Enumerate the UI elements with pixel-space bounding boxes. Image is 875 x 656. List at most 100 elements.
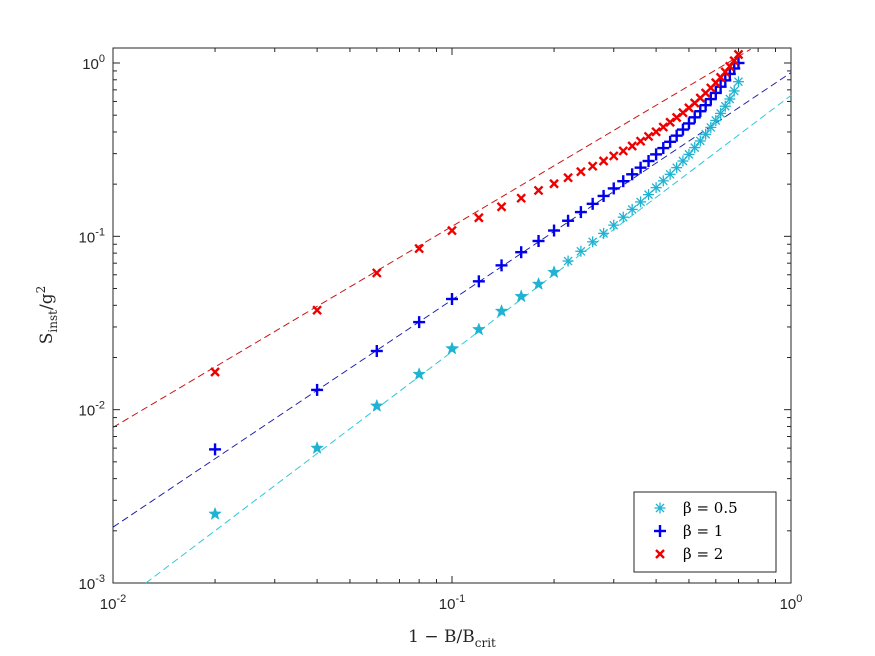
data-point-series-0: [710, 114, 722, 126]
x-tick-label-exp: -1: [455, 593, 465, 605]
legend-marker-0: [654, 502, 666, 514]
data-point-series-0: [700, 128, 712, 140]
data-point-series-0: [689, 142, 701, 154]
y-tick-label-exp: -1: [95, 226, 105, 238]
data-point-series-1: [664, 135, 677, 148]
data-point-series-2: [651, 126, 661, 137]
data-point-series-1: [446, 292, 458, 305]
data-point-series-2: [635, 136, 646, 147]
data-point-series-0: [732, 76, 744, 88]
data-point-series-2: [598, 156, 609, 166]
data-point-series-2: [549, 178, 559, 189]
data-point-series-1: [709, 86, 722, 99]
markers: [208, 49, 745, 520]
x-tick-label-exp: -2: [116, 593, 126, 605]
x-tick-label: 10-1: [439, 593, 465, 613]
data-point-series-2: [658, 122, 669, 132]
y-tick-label: 10-2: [79, 400, 105, 420]
data-point-series-2: [618, 146, 629, 156]
data-point-series-2: [533, 185, 544, 196]
data-point-series-1: [515, 246, 528, 259]
data-point-series-1: [617, 175, 630, 188]
data-point-series-1: [626, 168, 639, 181]
x-tick-label-base: 10: [439, 596, 456, 613]
data-point-series-0: [635, 196, 647, 208]
data-point-series-0: [587, 236, 599, 248]
legend: β = 0.5 β = 1 β = 2: [633, 491, 777, 573]
data-point-series-1: [642, 155, 655, 168]
data-point-series-0: [494, 303, 509, 318]
data-point-series-1: [714, 80, 727, 93]
fit-line-series-0: [145, 95, 792, 584]
data-point-series-0: [445, 341, 459, 355]
data-point-series-2: [733, 49, 744, 60]
fit-line-series-2: [112, 48, 751, 428]
x-axis-label-main: 1 − B/B: [408, 627, 475, 647]
data-point-series-1: [634, 161, 647, 174]
legend-marker-2: [655, 549, 665, 559]
data-point-series-1: [574, 206, 587, 219]
data-point-series-2: [729, 55, 740, 66]
data-point-series-1: [311, 383, 324, 396]
x-tick-label-exp: 0: [796, 593, 802, 605]
data-point-series-0: [683, 148, 695, 160]
data-point-series-0: [531, 276, 546, 290]
y-tick-label-base: 10: [79, 229, 96, 246]
y-tick-label-exp: -2: [95, 400, 105, 412]
x-tick-label: 100: [780, 593, 803, 613]
legend-marker-1: [654, 525, 666, 537]
data-point-series-2: [516, 193, 527, 204]
data-point-series-0: [728, 85, 740, 97]
data-point-series-1: [676, 123, 689, 136]
data-point-series-0: [719, 100, 731, 112]
data-point-series-0: [643, 189, 655, 201]
data-point-series-2: [414, 243, 424, 254]
data-point-series-0: [626, 203, 638, 215]
data-point-series-1: [694, 105, 707, 118]
data-point-series-0: [677, 155, 689, 167]
y-tick-label-exp: 0: [99, 53, 105, 65]
y-tick-label: 10-1: [79, 226, 105, 246]
legend-label-2: β = 2: [683, 545, 723, 563]
data-point-series-1: [607, 182, 620, 195]
data-point-series-0: [369, 398, 384, 412]
y-axis-label-sup: 2: [34, 286, 48, 294]
data-point-series-0: [412, 367, 427, 381]
data-point-series-2: [473, 212, 484, 223]
data-point-series-0: [547, 265, 561, 279]
data-point-series-0: [310, 440, 324, 454]
data-point-series-1: [732, 57, 745, 69]
data-point-series-2: [665, 117, 675, 128]
data-point-series-2: [576, 166, 586, 177]
data-point-series-0: [617, 211, 629, 223]
data-point-series-0: [650, 182, 662, 194]
data-point-series-0: [608, 219, 620, 231]
data-point-series-1: [413, 316, 426, 329]
data-point-series-1: [586, 197, 599, 210]
data-point-series-2: [371, 268, 382, 278]
data-point-series-1: [532, 234, 545, 247]
data-point-series-1: [209, 443, 222, 456]
y-axis-label-tail: /g: [37, 293, 57, 310]
data-point-series-2: [210, 367, 220, 377]
data-point-series-2: [587, 161, 598, 172]
y-tick-label: 10-3: [79, 573, 105, 593]
data-point-series-0: [514, 289, 529, 303]
y-tick-label-base: 10: [79, 403, 96, 420]
data-point-series-0: [598, 227, 610, 239]
y-axis-label-main: S: [37, 333, 57, 345]
data-point-series-2: [643, 131, 654, 142]
data-point-series-1: [597, 189, 610, 202]
data-point-series-1: [688, 111, 701, 124]
data-point-series-1: [370, 345, 383, 358]
legend-label-0: β = 0.5: [683, 499, 738, 517]
data-point-series-0: [562, 255, 574, 267]
data-point-series-2: [496, 201, 507, 212]
data-point-series-2: [447, 225, 457, 236]
y-axis-label-sub: inst: [46, 310, 60, 333]
data-point-series-2: [563, 172, 573, 183]
data-point-series-1: [657, 142, 670, 155]
data-point-series-0: [694, 135, 706, 147]
